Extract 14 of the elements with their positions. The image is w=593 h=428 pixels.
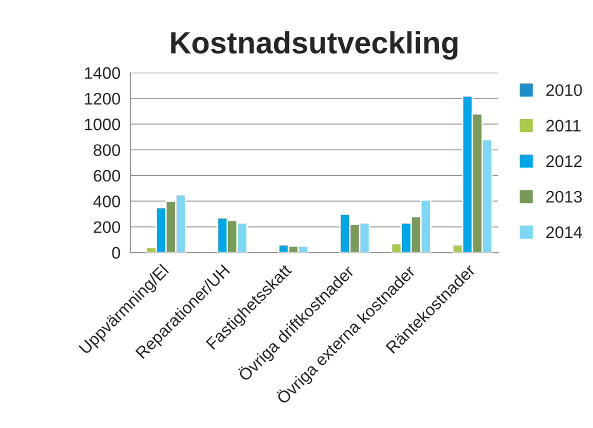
- y-tick-label: 1200: [84, 92, 120, 105]
- chart-title: Kostnadsutveckling: [171, 31, 458, 60]
- y-tick-label: 400: [93, 196, 120, 208]
- legend-label: 2010: [546, 84, 582, 96]
- y-tick-label: 1400: [84, 67, 120, 79]
- legend-label: 2011: [546, 120, 581, 132]
- y-tick-label: 800: [94, 144, 120, 156]
- y-tick-label: 0: [112, 246, 120, 259]
- y-tick-label: 1000: [84, 118, 120, 130]
- legend-label: 2013: [546, 190, 582, 203]
- y-tick-label: 600: [94, 170, 120, 182]
- legend-label: 2012: [546, 155, 582, 168]
- legend-label: 2014: [546, 226, 582, 238]
- y-tick-label: 200: [94, 221, 120, 234]
